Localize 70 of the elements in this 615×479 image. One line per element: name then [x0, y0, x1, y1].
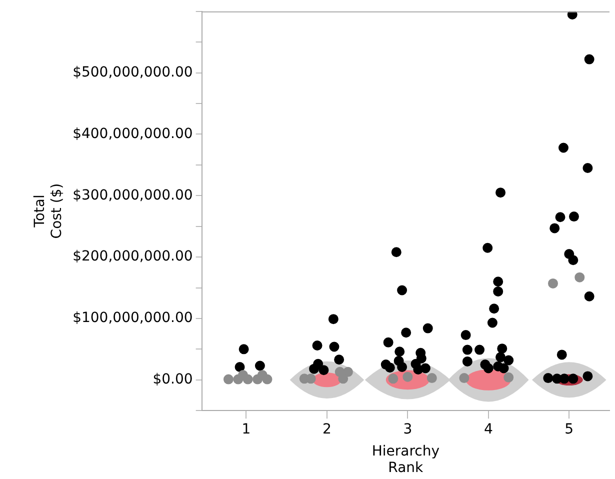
point	[487, 318, 498, 328]
point	[397, 362, 408, 372]
point	[329, 342, 340, 352]
y-tick-label: $0.00	[152, 372, 193, 388]
x-tick-label: 4	[484, 422, 493, 438]
point	[556, 350, 567, 360]
x-tick-label: 5	[564, 422, 574, 438]
point	[496, 188, 506, 198]
point	[309, 364, 320, 374]
point	[401, 328, 412, 338]
point	[504, 355, 514, 366]
point	[402, 372, 413, 382]
point	[567, 11, 578, 20]
point	[568, 212, 579, 222]
point	[568, 255, 578, 266]
point	[459, 373, 470, 384]
point	[318, 365, 329, 376]
point	[383, 337, 394, 348]
point	[394, 346, 405, 357]
x-tick-label: 2	[322, 422, 332, 438]
point	[558, 142, 568, 153]
point	[574, 272, 585, 282]
point	[555, 212, 566, 222]
point	[334, 354, 344, 365]
point	[493, 276, 504, 287]
y-tick-label: $300,000,000.00	[72, 187, 193, 204]
point	[413, 364, 424, 374]
point	[338, 374, 348, 384]
point	[543, 373, 554, 384]
point	[582, 371, 593, 382]
x-tick-label: 3	[403, 422, 412, 438]
point	[422, 323, 433, 334]
point	[559, 374, 570, 384]
y-tick-label: $100,000,000.00	[72, 310, 193, 326]
point	[460, 330, 471, 340]
point	[548, 278, 558, 288]
point	[397, 285, 408, 296]
point	[342, 366, 353, 377]
point	[584, 291, 594, 302]
point	[384, 362, 395, 373]
point	[504, 372, 514, 382]
point	[388, 374, 398, 384]
point	[234, 362, 245, 372]
point	[482, 242, 493, 253]
y-axis-title: Total Cost ($)	[32, 183, 65, 239]
point	[497, 344, 508, 354]
point	[312, 340, 322, 350]
y-tick-label: $400,000,000.00	[72, 126, 193, 142]
point	[582, 163, 593, 174]
y-tick-label: $200,000,000.00	[72, 248, 193, 265]
point	[493, 286, 504, 296]
point	[426, 373, 437, 384]
y-tick-label: $500,000,000.00	[72, 64, 193, 80]
point	[489, 304, 500, 314]
x-axis-title: Hierarchy Rank	[372, 443, 440, 476]
point	[496, 352, 506, 362]
x-tick-label: 1	[242, 422, 251, 438]
point	[238, 344, 249, 354]
point	[391, 247, 402, 258]
point	[328, 314, 338, 324]
point	[462, 356, 472, 366]
point	[257, 370, 268, 380]
point	[254, 360, 265, 371]
point	[550, 223, 560, 234]
point	[498, 363, 509, 374]
point	[474, 344, 485, 355]
point	[584, 54, 594, 64]
point	[462, 344, 472, 355]
point	[483, 363, 494, 374]
point	[223, 374, 234, 384]
